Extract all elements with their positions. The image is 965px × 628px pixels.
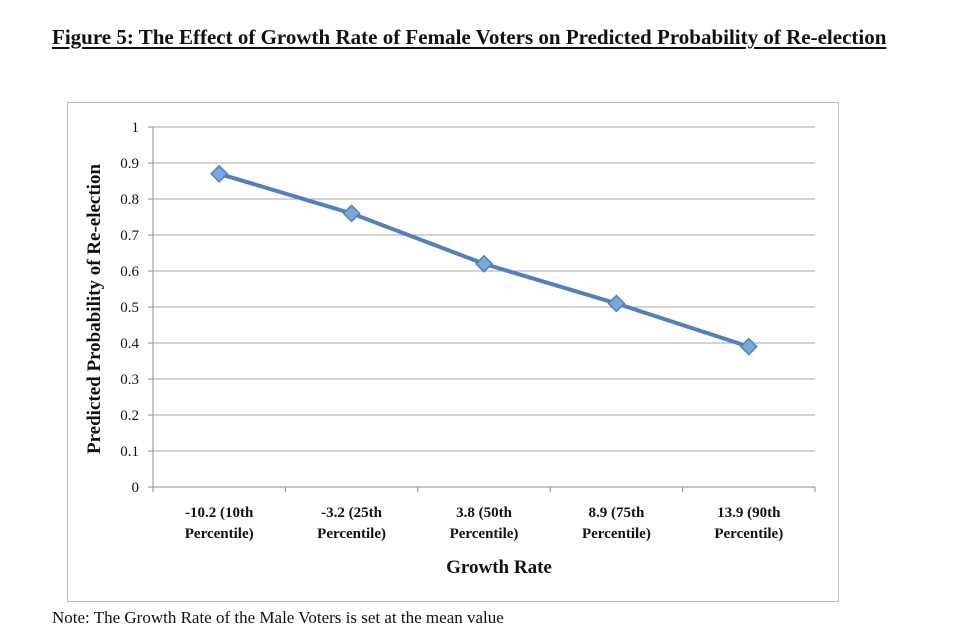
x-tick-label-line: Percentile) [450, 526, 519, 542]
x-tick-label-line: 3.8 (50th [456, 505, 512, 521]
x-tick-label-line: Percentile) [185, 526, 254, 542]
y-tick-label: 1 [132, 120, 140, 136]
x-tick-label-line: Percentile) [714, 526, 783, 542]
data-point-marker [474, 254, 494, 273]
x-tick-label: 8.9 (75th Percentile) [582, 505, 651, 542]
axes [148, 126, 816, 492]
x-tick-label-line: Percentile) [582, 526, 651, 542]
y-tick-label: 0.9 [120, 156, 139, 172]
x-tick-label: -10.2 (10th Percentile) [185, 505, 254, 542]
y-tick-label: 0.7 [120, 228, 139, 244]
y-tick-label: 0.4 [120, 336, 139, 352]
y-tick-label: 0.6 [120, 264, 139, 280]
figure-title: Figure 5: The Effect of Growth Rate of F… [52, 25, 887, 49]
x-tick-label-line: Percentile) [317, 526, 386, 542]
x-tick-label: 13.9 (90th Percentile) [714, 505, 783, 542]
data-point-marker [342, 204, 361, 223]
figure-note: Note: The Growth Rate of the Male Voters… [52, 608, 504, 627]
y-tick-label: 0.5 [120, 300, 139, 316]
x-tick-label-line: -3.2 (25th [321, 505, 382, 521]
data-point-marker [739, 337, 758, 356]
x-tick-label-line: 8.9 (75th [588, 505, 644, 521]
y-axis-title: Predicted Probability of Re-election [84, 164, 105, 454]
x-tick-label: 3.8 (50th Percentile) [450, 505, 519, 542]
gridlines [153, 126, 815, 452]
y-tick-label: 0.3 [120, 372, 139, 388]
axis-labels: 0 0.1 0.2 0.3 0.4 0.5 0.6 0.7 0.8 0.9 1 -10.2 (10th… [84, 120, 783, 578]
y-tick-label: 0.8 [120, 192, 139, 208]
x-tick-label-line: 13.9 (90th [717, 505, 781, 521]
x-tick-label: -3.2 (25th Percentile) [317, 505, 386, 542]
x-axis-title: Growth Rate [446, 557, 552, 578]
y-tick-label: 0.1 [120, 444, 139, 460]
y-tick-label: 0.2 [120, 408, 139, 424]
chart-frame [67, 102, 839, 602]
y-tick-label: 0 [132, 480, 140, 496]
series-layer [210, 164, 758, 356]
data-point-marker [607, 294, 626, 313]
data-point-marker [210, 164, 229, 183]
x-tick-label-line: -10.2 (10th [185, 505, 254, 521]
